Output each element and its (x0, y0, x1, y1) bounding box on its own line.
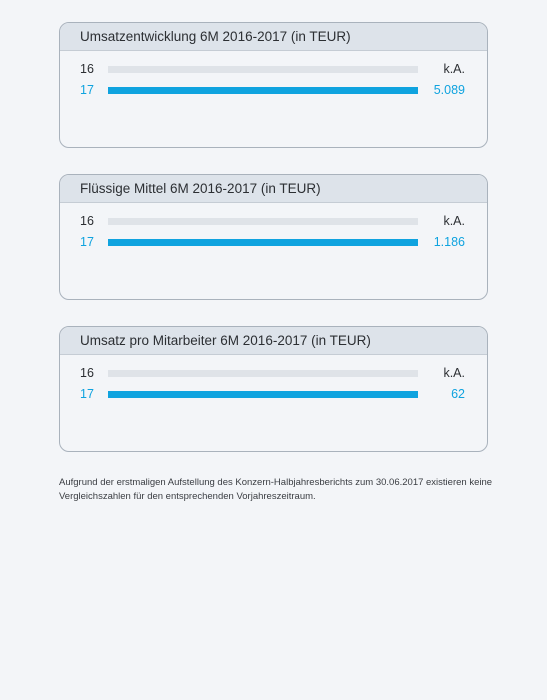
category-label: 16 (80, 62, 94, 76)
data-label: 5.089 (433, 83, 465, 97)
category-label: 17 (80, 387, 94, 401)
bar-row-17: 17 5.089 (60, 82, 487, 98)
chart-card-umsatzentwicklung: Umsatzentwicklung 6M 2016-2017 (in TEUR)… (59, 22, 488, 148)
data-label: 62 (451, 387, 465, 401)
data-label: 1.186 (433, 235, 465, 249)
data-label: k.A. (443, 62, 465, 76)
bar-row-16: 16 k.A. (60, 61, 487, 77)
bar-track (108, 391, 418, 398)
bar-track (108, 218, 418, 225)
category-label: 17 (80, 235, 94, 249)
bar-track (108, 66, 418, 73)
bar-track (108, 87, 418, 94)
bar-track (108, 370, 418, 377)
chart-title: Umsatz pro Mitarbeiter 6M 2016-2017 (in … (60, 327, 487, 355)
category-label: 16 (80, 366, 94, 380)
bar-track (108, 239, 418, 246)
bar-row-16: 16 k.A. (60, 365, 487, 381)
footnote: Aufgrund der erstmaligen Aufstellung des… (59, 477, 493, 502)
chart-title: Flüssige Mittel 6M 2016-2017 (in TEUR) (60, 175, 487, 203)
bar (108, 239, 418, 246)
bar-row-17: 17 1.186 (60, 234, 487, 250)
category-label: 17 (80, 83, 94, 97)
data-label: k.A. (443, 366, 465, 380)
category-label: 16 (80, 214, 94, 228)
chart-card-fluessige-mittel: Flüssige Mittel 6M 2016-2017 (in TEUR) 1… (59, 174, 488, 300)
data-label: k.A. (443, 214, 465, 228)
bar (108, 87, 418, 94)
chart-card-umsatz-pro-mitarbeiter: Umsatz pro Mitarbeiter 6M 2016-2017 (in … (59, 326, 488, 452)
bar (108, 391, 418, 398)
bar-row-17: 17 62 (60, 386, 487, 402)
bar-row-16: 16 k.A. (60, 213, 487, 229)
chart-title: Umsatzentwicklung 6M 2016-2017 (in TEUR) (60, 23, 487, 51)
